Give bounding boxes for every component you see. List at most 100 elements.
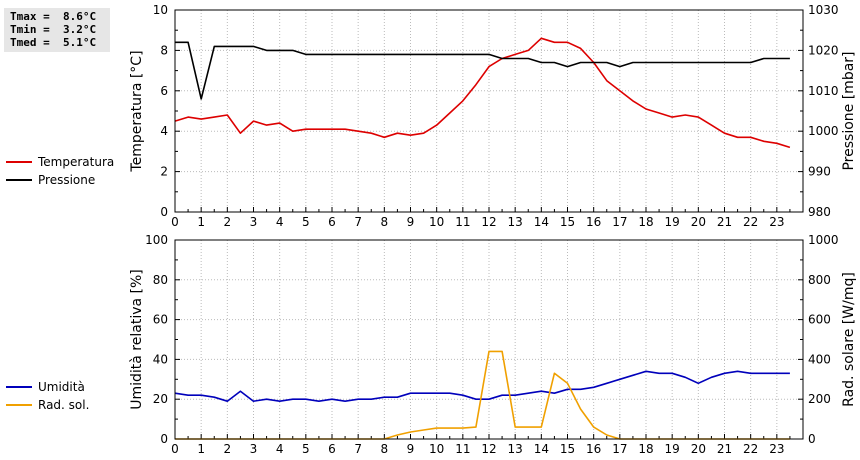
x-tick-label: 7 bbox=[354, 442, 362, 456]
x-tick-label: 11 bbox=[455, 442, 470, 456]
y-tick-label: 0 bbox=[160, 432, 168, 446]
plot-frame bbox=[174, 239, 804, 440]
x-tick-label: 16 bbox=[586, 442, 601, 456]
x-tick-label: 1 bbox=[197, 215, 205, 229]
y-tick-label: 10 bbox=[153, 3, 168, 17]
y2-tick-label: 1000 bbox=[808, 233, 839, 247]
x-tick-label: 17 bbox=[612, 442, 627, 456]
x-tick-label: 3 bbox=[250, 215, 258, 229]
x-tick-label: 14 bbox=[534, 215, 549, 229]
x-tick-label: 22 bbox=[743, 442, 758, 456]
x-tick-label: 22 bbox=[743, 215, 758, 229]
x-tick-label: 21 bbox=[717, 442, 732, 456]
tmin-stat: Tmin = 3.2°C bbox=[10, 23, 97, 36]
y-tick-label: 100 bbox=[145, 233, 168, 247]
legend-label: Rad. sol. bbox=[38, 398, 90, 412]
legend-swatch bbox=[6, 404, 32, 406]
x-tick-label: 8 bbox=[381, 215, 389, 229]
y2-axis-label: Rad. solare [W/mq] bbox=[841, 272, 857, 407]
y2-tick-label: 200 bbox=[808, 392, 831, 406]
x-tick-label: 3 bbox=[250, 442, 258, 456]
y-tick-label: 0 bbox=[160, 205, 168, 219]
y2-tick-label: 0 bbox=[808, 432, 816, 446]
y2-tick-label: 1030 bbox=[808, 3, 839, 17]
x-tick-label: 2 bbox=[224, 442, 232, 456]
x-tick-label: 1 bbox=[197, 442, 205, 456]
legend-top: Temperatura Pressione bbox=[6, 153, 114, 189]
x-tick-label: 5 bbox=[302, 442, 310, 456]
series-line-pressione bbox=[175, 41, 790, 100]
x-tick-label: 9 bbox=[407, 215, 415, 229]
x-tick-label: 15 bbox=[560, 442, 575, 456]
x-tick-label: 13 bbox=[508, 442, 523, 456]
legend-swatch bbox=[6, 386, 32, 388]
y2-tick-label: 1010 bbox=[808, 84, 839, 98]
x-tick-label: 8 bbox=[381, 442, 389, 456]
legend-item-pressione: Pressione bbox=[6, 171, 114, 189]
y2-axis-label: Pressione [mbar] bbox=[841, 51, 857, 170]
y-tick-label: 6 bbox=[160, 84, 168, 98]
x-tick-label: 18 bbox=[638, 215, 653, 229]
y-tick-label: 2 bbox=[160, 165, 168, 179]
legend-swatch bbox=[6, 179, 32, 181]
series-line-temperatura bbox=[174, 37, 791, 149]
x-tick-label: 19 bbox=[665, 442, 680, 456]
x-tick-label: 0 bbox=[171, 215, 179, 229]
tmed-stat: Tmed = 5.1°C bbox=[10, 36, 97, 49]
legend-label: Pressione bbox=[38, 173, 96, 187]
x-tick-label: 4 bbox=[276, 442, 284, 456]
x-tick-label: 14 bbox=[534, 442, 549, 456]
y-tick-label: 60 bbox=[153, 313, 168, 327]
x-tick-label: 7 bbox=[354, 215, 362, 229]
x-tick-label: 11 bbox=[455, 215, 470, 229]
legend-label: Temperatura bbox=[38, 155, 115, 169]
x-tick-label: 12 bbox=[481, 215, 496, 229]
y2-tick-label: 600 bbox=[808, 313, 831, 327]
x-tick-label: 13 bbox=[508, 215, 523, 229]
x-tick-label: 10 bbox=[429, 215, 444, 229]
tmax-stat: Tmax = 8.6°C bbox=[10, 10, 97, 23]
x-tick-label: 0 bbox=[171, 442, 179, 456]
y-tick-label: 80 bbox=[153, 273, 168, 287]
x-tick-label: 4 bbox=[276, 215, 284, 229]
y-tick-label: 8 bbox=[160, 43, 168, 57]
x-tick-label: 20 bbox=[691, 215, 706, 229]
y-tick-label: 40 bbox=[153, 352, 168, 366]
y-axis-label: Temperatura [°C] bbox=[129, 50, 145, 172]
x-tick-label: 19 bbox=[665, 215, 680, 229]
y-tick-label: 20 bbox=[153, 392, 168, 406]
legend-item-temperatura: Temperatura bbox=[6, 153, 114, 171]
legend-item-umidita: Umidità bbox=[6, 378, 89, 396]
x-tick-label: 10 bbox=[429, 442, 444, 456]
y2-tick-label: 800 bbox=[808, 273, 831, 287]
legend-label: Umidità bbox=[38, 380, 85, 394]
x-tick-label: 18 bbox=[638, 442, 653, 456]
y-tick-label: 4 bbox=[160, 124, 168, 138]
x-tick-label: 15 bbox=[560, 215, 575, 229]
series-line-umidit- bbox=[174, 370, 790, 403]
y2-tick-label: 1000 bbox=[808, 124, 839, 138]
plot-frame bbox=[174, 9, 804, 213]
legend-bottom: Umidità Rad. sol. bbox=[6, 378, 89, 414]
y-axis-label: Umidità relativa [%] bbox=[129, 269, 145, 410]
x-tick-label: 12 bbox=[481, 442, 496, 456]
x-tick-label: 2 bbox=[224, 215, 232, 229]
legend-swatch bbox=[6, 161, 32, 163]
y2-tick-label: 980 bbox=[808, 205, 831, 219]
x-tick-label: 16 bbox=[586, 215, 601, 229]
x-tick-label: 23 bbox=[769, 215, 784, 229]
stats-box: Tmax = 8.6°C Tmin = 3.2°C Tmed = 5.1°C bbox=[4, 8, 110, 52]
y2-tick-label: 400 bbox=[808, 352, 831, 366]
y2-tick-label: 990 bbox=[808, 165, 831, 179]
x-tick-label: 21 bbox=[717, 215, 732, 229]
y2-tick-label: 1020 bbox=[808, 43, 839, 57]
x-tick-label: 23 bbox=[769, 442, 784, 456]
x-tick-label: 17 bbox=[612, 215, 627, 229]
series-line-rad-sol- bbox=[175, 350, 790, 440]
x-tick-label: 5 bbox=[302, 215, 310, 229]
legend-item-rad-sol: Rad. sol. bbox=[6, 396, 89, 414]
x-tick-label: 6 bbox=[328, 215, 336, 229]
x-tick-label: 6 bbox=[328, 442, 336, 456]
x-tick-label: 20 bbox=[691, 442, 706, 456]
